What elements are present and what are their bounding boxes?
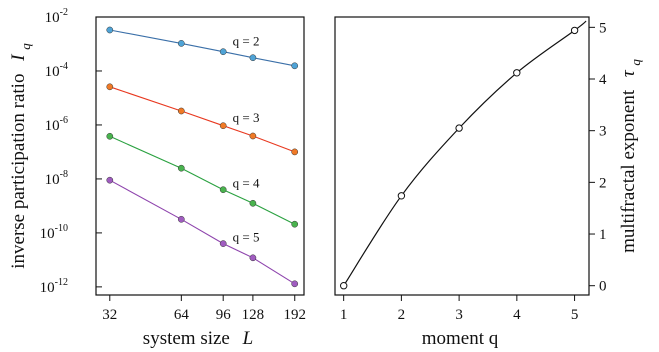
series-label-q2: q = 2 [233,34,260,49]
series-label-q3: q = 3 [233,110,260,125]
right-y-axis-label: multifractal exponent τ q [618,59,643,253]
right-x-tick-label: 5 [571,307,579,323]
left-x-tick-label: 32 [102,307,117,323]
series-label-q4: q = 4 [233,176,260,191]
right-plot-frame [334,16,590,296]
right-y-axis-label-text: multifractal exponent [618,89,639,253]
left-y-tick-label: 10-4 [45,61,68,80]
data-point-q2 [106,26,114,34]
right-y-tick-label: 4 [599,72,607,88]
left-y-axis-label-text: inverse participation ratio [8,74,29,269]
left-y-tick-exponent: -8 [60,169,68,180]
left-y-tick-label: 10-10 [40,223,68,242]
data-point-q5 [177,215,185,223]
right-x-tick-label: 2 [398,307,406,323]
left-x-axis-label: system size L [143,328,253,349]
left-x-tick-label: 64 [174,307,190,323]
series-line-q3 [109,86,295,153]
left-y-tick-label: 10-8 [45,169,68,188]
series-line-q2 [109,29,295,67]
left-x-tick-label: 192 [283,307,306,323]
right-y-tick-label: 0 [599,279,607,295]
left-y-tick-exponent: -10 [55,223,68,234]
right-x-tick-label: 4 [513,307,521,323]
left-y-tick-exponent: -12 [55,277,68,288]
left-y-ticks: 10-2 10-4 10-6 10-8 10-10 10-12 [40,7,102,296]
left-x-ticks: 32 64 96 128 192 [102,295,306,323]
data-point-q3 [291,148,299,156]
data-point-q5 [106,176,114,184]
tau-point [340,282,348,290]
tau-point [397,192,406,200]
data-point-q5 [249,254,257,262]
series-line-q5 [109,179,295,285]
right-y-axis-label-var: τ [618,69,639,77]
left-x-tick-label: 96 [216,307,232,323]
data-point-q2 [177,40,185,47]
data-point-q2 [219,48,227,56]
right-y-axis-label-sub: q [628,59,643,66]
left-series-group: q = 2 q = 3 q = 4 q = 5 [106,26,299,288]
right-y-tick-label: 5 [599,20,607,36]
data-point-q5 [291,280,299,288]
right-x-axis-label: moment q [422,328,499,349]
left-y-axis-label-sub: q [18,43,33,50]
right-y-tick-label: 1 [599,227,607,243]
left-y-tick-label: 10-6 [45,115,68,134]
data-point-q3 [177,107,185,115]
tau-point [513,69,521,77]
left-plot-frame [95,16,305,296]
left-y-tick-exponent: -4 [60,61,68,72]
left-x-axis-label-var: L [242,328,254,349]
left-y-axis-label-var: I [8,53,29,62]
left-y-tick-label: 10-2 [45,7,68,26]
left-y-tick-label: 10-12 [40,277,68,296]
data-point-q4 [106,132,114,140]
series-line-q4 [109,135,295,225]
data-point-q4 [291,220,299,228]
right-x-tick-label: 3 [455,307,463,323]
right-y-tick-label: 3 [599,124,607,140]
data-point-q3 [219,122,227,130]
tau-point [455,124,463,132]
tau-points [340,26,579,290]
data-point-q4 [219,186,227,194]
left-y-tick-exponent: -2 [60,7,68,18]
series-label-q5: q = 5 [233,230,260,245]
right-y-ticks: 0 1 2 3 4 5 [589,20,607,295]
left-x-axis-label-text: system size [143,328,230,349]
tau-curve [343,20,587,287]
data-point-q5 [219,240,227,247]
data-point-q4 [177,164,185,172]
right-x-tick-label: 1 [340,307,348,323]
right-chart-panel: 1 2 3 4 5 0 1 2 3 4 5 moment q multifractal expon… [334,16,643,349]
data-point-q2 [291,62,299,70]
left-y-tick-exponent: -6 [60,115,68,126]
left-chart-panel: q = 2q = 3q = 4q = 5 32 64 96 128 192 10-210… [8,7,306,349]
tau-point [570,26,579,35]
left-y-axis-label: inverse participation ratio I q [8,43,33,269]
right-y-tick-label: 2 [599,175,607,191]
right-x-ticks: 1 2 3 4 5 [340,295,578,323]
left-x-tick-label: 128 [242,307,265,323]
data-point-q3 [249,132,257,140]
data-point-q3 [106,83,114,91]
data-point-q4 [249,199,257,207]
data-point-q2 [249,54,257,62]
